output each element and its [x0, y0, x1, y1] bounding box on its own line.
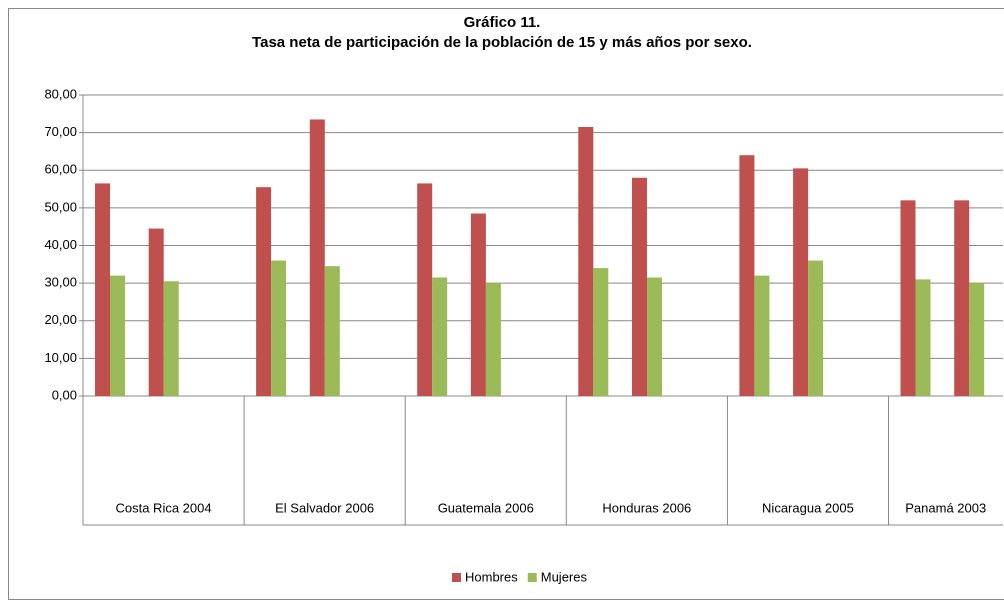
legend-label: Hombres	[465, 569, 518, 584]
bar	[148, 228, 164, 396]
bar	[915, 279, 931, 396]
bar	[432, 277, 448, 396]
bar	[485, 283, 501, 396]
bar	[954, 200, 970, 396]
group-label: Panamá 2003	[905, 500, 986, 515]
group-label: Costa Rica 2004	[115, 500, 211, 515]
legend-swatch	[527, 573, 537, 582]
bar	[808, 260, 824, 396]
bar	[578, 126, 594, 396]
bar	[593, 268, 609, 396]
bar	[95, 183, 110, 396]
legend-swatch	[452, 573, 461, 582]
y-tick-label: 40,00	[44, 237, 77, 252]
chart-title: Gráfico 11.	[464, 14, 541, 31]
bar	[969, 283, 985, 396]
bar	[754, 275, 770, 396]
bar	[739, 155, 755, 396]
bar	[793, 168, 809, 396]
y-tick-label: 50,00	[44, 199, 77, 214]
y-tick-label: 70,00	[44, 124, 77, 139]
chart-subtitle: Tasa neta de participación de la poblaci…	[252, 34, 752, 51]
y-tick-label: 20,00	[44, 312, 77, 327]
y-tick-label: 0,00	[52, 387, 77, 402]
bar	[632, 177, 647, 396]
bar	[417, 183, 433, 396]
y-tick-label: 80,00	[44, 86, 77, 101]
bar	[900, 200, 916, 396]
bar	[271, 260, 287, 396]
bar	[647, 277, 662, 396]
group-label: Honduras 2006	[602, 500, 691, 515]
bar	[470, 213, 486, 396]
bar	[309, 119, 325, 397]
legend-label: Mujeres	[541, 569, 588, 584]
bar	[324, 266, 340, 396]
y-tick-label: 60,00	[44, 162, 77, 177]
y-tick-label: 10,00	[44, 350, 77, 365]
bar	[110, 275, 125, 396]
group-label: El Salvador 2006	[275, 500, 374, 515]
group-label: Nicaragua 2005	[762, 500, 854, 515]
y-tick-label: 30,00	[44, 275, 77, 290]
bar	[256, 187, 272, 396]
plot-area: Costa Rica 2004 El Salvador 2006 Guatemala…	[82, 94, 1003, 526]
bar	[163, 281, 179, 396]
group-label: Guatemala 2006	[438, 500, 534, 515]
